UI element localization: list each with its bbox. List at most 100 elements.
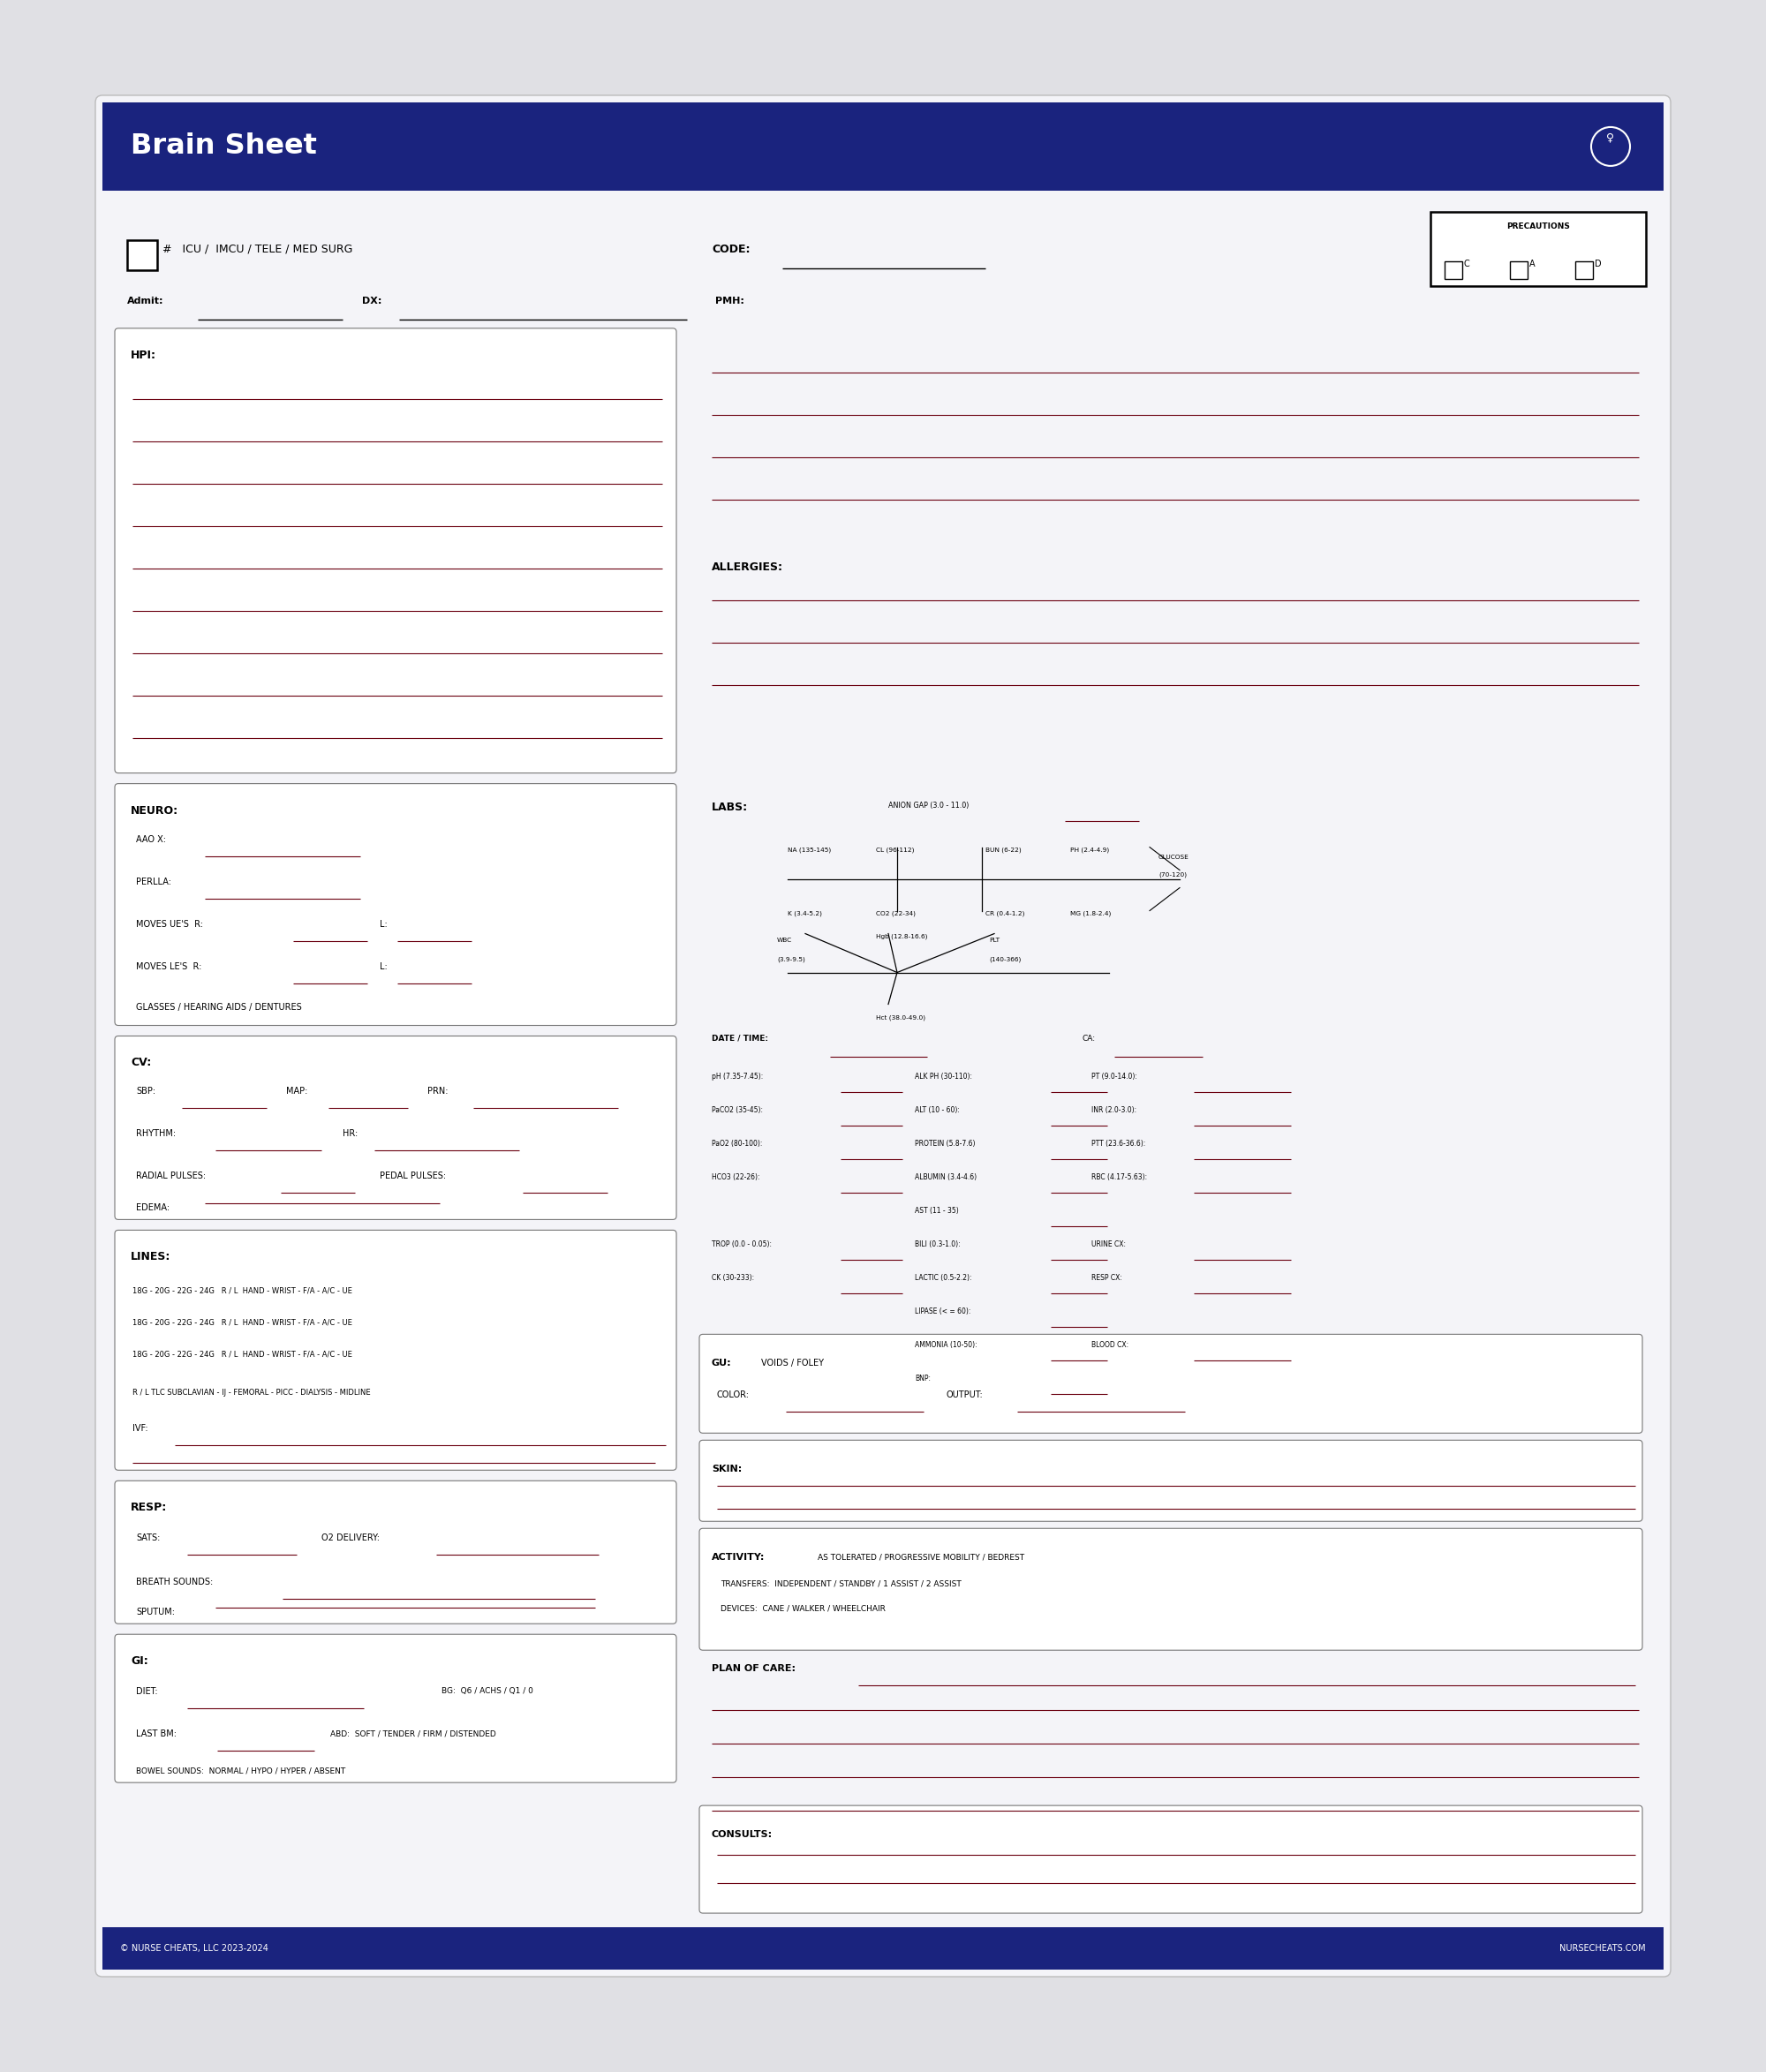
FancyBboxPatch shape <box>699 1805 1642 1912</box>
Text: CO2 (22-34): CO2 (22-34) <box>876 912 915 916</box>
Text: (70-120): (70-120) <box>1158 872 1187 879</box>
Text: AMMONIA (10-50):: AMMONIA (10-50): <box>915 1341 977 1349</box>
Text: PLAN OF CARE:: PLAN OF CARE: <box>712 1664 795 1672</box>
Text: D: D <box>1595 259 1602 267</box>
Text: SKIN:: SKIN: <box>712 1465 742 1473</box>
Text: NA (135-145): NA (135-145) <box>788 847 832 854</box>
FancyBboxPatch shape <box>115 1036 676 1220</box>
Text: SPUTUM:: SPUTUM: <box>136 1608 175 1616</box>
Text: TROP (0.0 - 0.05):: TROP (0.0 - 0.05): <box>712 1241 772 1249</box>
Text: PRECAUTIONS: PRECAUTIONS <box>1506 222 1570 230</box>
Text: ABD:  SOFT / TENDER / FIRM / DISTENDED: ABD: SOFT / TENDER / FIRM / DISTENDED <box>330 1730 496 1738</box>
Text: Hct (38.0-49.0): Hct (38.0-49.0) <box>876 1015 925 1021</box>
Text: TRANSFERS:  INDEPENDENT / STANDBY / 1 ASSIST / 2 ASSIST: TRANSFERS: INDEPENDENT / STANDBY / 1 ASS… <box>721 1579 961 1587</box>
Text: Admit:: Admit: <box>127 296 164 305</box>
Text: PMH:: PMH: <box>715 296 743 305</box>
Text: PaO2 (80-100):: PaO2 (80-100): <box>712 1140 763 1148</box>
Text: BNP:: BNP: <box>915 1376 931 1382</box>
Text: PTT (23.6-36.6):: PTT (23.6-36.6): <box>1091 1140 1146 1148</box>
Text: Hgb (12.8-16.6): Hgb (12.8-16.6) <box>876 934 927 939</box>
Bar <box>102 1927 1664 1970</box>
FancyBboxPatch shape <box>115 783 676 1026</box>
Text: CK (30-233):: CK (30-233): <box>712 1274 754 1283</box>
FancyBboxPatch shape <box>699 1440 1642 1521</box>
Text: ALLERGIES:: ALLERGIES: <box>712 562 784 572</box>
Text: BILI (0.3-1.0):: BILI (0.3-1.0): <box>915 1241 961 1249</box>
Text: BG:  Q6 / ACHS / Q1 / 0: BG: Q6 / ACHS / Q1 / 0 <box>442 1687 533 1695</box>
Text: ANION GAP (3.0 - 11.0): ANION GAP (3.0 - 11.0) <box>888 802 970 810</box>
Text: DIET:: DIET: <box>136 1687 157 1697</box>
FancyBboxPatch shape <box>699 1334 1642 1434</box>
Text: AST (11 - 35): AST (11 - 35) <box>915 1208 959 1214</box>
Text: NEURO:: NEURO: <box>131 804 178 816</box>
FancyBboxPatch shape <box>115 1231 676 1471</box>
Text: ALT (10 - 60):: ALT (10 - 60): <box>915 1106 959 1115</box>
Text: L:: L: <box>380 961 387 970</box>
Text: OUTPUT:: OUTPUT: <box>947 1390 984 1399</box>
Text: PERLLA:: PERLLA: <box>136 876 171 887</box>
Text: CL (96-112): CL (96-112) <box>876 847 915 854</box>
Text: URINE CX:: URINE CX: <box>1091 1241 1127 1249</box>
Bar <box>1430 211 1646 286</box>
FancyBboxPatch shape <box>115 1481 676 1624</box>
FancyBboxPatch shape <box>115 327 676 773</box>
Text: DEVICES:  CANE / WALKER / WHEELCHAIR: DEVICES: CANE / WALKER / WHEELCHAIR <box>721 1604 885 1612</box>
Text: PT (9.0-14.0):: PT (9.0-14.0): <box>1091 1073 1137 1082</box>
Text: ♀: ♀ <box>1607 133 1614 143</box>
FancyBboxPatch shape <box>95 95 1671 1977</box>
Text: GLUCOSE: GLUCOSE <box>1158 854 1189 860</box>
Text: R / L TLC SUBCLAVIAN - IJ - FEMORAL - PICC - DIALYSIS - MIDLINE: R / L TLC SUBCLAVIAN - IJ - FEMORAL - PI… <box>132 1388 371 1397</box>
Text: CA:: CA: <box>1083 1034 1097 1042</box>
Text: A: A <box>1529 259 1535 267</box>
Text: O2 DELIVERY:: O2 DELIVERY: <box>321 1533 380 1542</box>
Text: BREATH SOUNDS:: BREATH SOUNDS: <box>136 1577 214 1587</box>
Text: CV:: CV: <box>131 1057 152 1069</box>
Text: RBC (4.17-5.63):: RBC (4.17-5.63): <box>1091 1173 1148 1181</box>
Text: WBC: WBC <box>777 937 793 943</box>
Text: CR (0.4-1.2): CR (0.4-1.2) <box>985 912 1024 916</box>
Text: SATS:: SATS: <box>136 1533 161 1542</box>
Text: CONSULTS:: CONSULTS: <box>712 1830 774 1840</box>
Bar <box>102 102 1664 191</box>
Text: LINES:: LINES: <box>131 1251 171 1262</box>
Text: HPI:: HPI: <box>131 350 155 361</box>
Text: PEDAL PULSES:: PEDAL PULSES: <box>380 1173 447 1181</box>
Text: IVF:: IVF: <box>132 1423 148 1434</box>
Text: ALK PH (30-110):: ALK PH (30-110): <box>915 1073 971 1082</box>
Bar <box>1575 261 1593 280</box>
Text: EDEMA:: EDEMA: <box>136 1204 170 1212</box>
Text: RESP:: RESP: <box>131 1502 168 1513</box>
Bar <box>127 240 157 269</box>
Text: DX:: DX: <box>362 296 381 305</box>
Text: VOIDS / FOLEY: VOIDS / FOLEY <box>761 1359 823 1368</box>
Text: CODE:: CODE: <box>712 244 751 255</box>
Text: MAP:: MAP: <box>286 1088 307 1096</box>
Text: RESP CX:: RESP CX: <box>1091 1274 1121 1283</box>
Text: LAST BM:: LAST BM: <box>136 1730 177 1738</box>
Text: NURSECHEATS.COM: NURSECHEATS.COM <box>1559 1944 1646 1954</box>
Text: 18G - 20G - 22G - 24G   R / L  HAND - WRIST - F/A - A/C - UE: 18G - 20G - 22G - 24G R / L HAND - WRIST… <box>132 1351 351 1357</box>
Text: Brain Sheet: Brain Sheet <box>131 133 316 160</box>
Text: PRN:: PRN: <box>427 1088 449 1096</box>
Bar <box>1510 261 1528 280</box>
Text: AAO X:: AAO X: <box>136 835 166 843</box>
Text: LIPASE (< = 60):: LIPASE (< = 60): <box>915 1307 971 1316</box>
Text: INR (2.0-3.0):: INR (2.0-3.0): <box>1091 1106 1137 1115</box>
Text: PLT: PLT <box>989 937 1000 943</box>
Text: LACTIC (0.5-2.2):: LACTIC (0.5-2.2): <box>915 1274 971 1283</box>
Text: COLOR:: COLOR: <box>717 1390 749 1399</box>
Text: PROTEIN (5.8-7.6): PROTEIN (5.8-7.6) <box>915 1140 975 1148</box>
Text: PaCO2 (35-45):: PaCO2 (35-45): <box>712 1106 763 1115</box>
Text: LABS:: LABS: <box>712 802 749 812</box>
FancyBboxPatch shape <box>115 1635 676 1782</box>
Text: HCO3 (22-26):: HCO3 (22-26): <box>712 1173 759 1181</box>
Text: SBP:: SBP: <box>136 1088 155 1096</box>
Text: AS TOLERATED / PROGRESSIVE MOBILITY / BEDREST: AS TOLERATED / PROGRESSIVE MOBILITY / BE… <box>818 1554 1024 1560</box>
Text: RADIAL PULSES:: RADIAL PULSES: <box>136 1173 207 1181</box>
Text: 18G - 20G - 22G - 24G   R / L  HAND - WRIST - F/A - A/C - UE: 18G - 20G - 22G - 24G R / L HAND - WRIST… <box>132 1287 351 1295</box>
Text: RHYTHM:: RHYTHM: <box>136 1129 177 1138</box>
Text: GI:: GI: <box>131 1656 148 1668</box>
Text: ALBUMIN (3.4-4.6): ALBUMIN (3.4-4.6) <box>915 1173 977 1181</box>
Text: 18G - 20G - 22G - 24G   R / L  HAND - WRIST - F/A - A/C - UE: 18G - 20G - 22G - 24G R / L HAND - WRIST… <box>132 1318 351 1326</box>
Text: BLOOD CX:: BLOOD CX: <box>1091 1341 1128 1349</box>
